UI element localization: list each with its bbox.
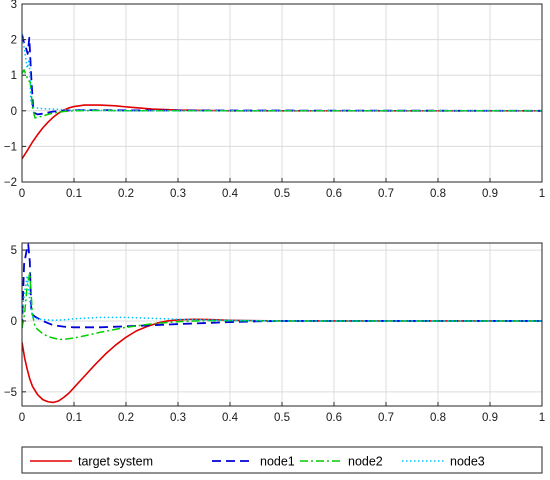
top-series-node1-line [22,34,542,116]
top-x-tick-label: 0.1 [66,188,82,200]
top-x-tick-label: 0.2 [118,188,134,200]
top-x-tick-label: 0.9 [482,188,498,200]
bottom-x-tick-label: 0.2 [118,412,134,424]
top-y-ticks: −2 −1 0 1 2 3 [4,0,26,189]
top-y-tick-label: 3 [11,0,17,11]
top-y-tick-label: −1 [4,141,17,153]
bottom-x-tick-label: 0.4 [222,412,239,424]
legend: target system node1 node2 node3 [21,446,543,474]
top-x-tick-label: 0.8 [430,188,446,200]
bottom-y-tick-label: 0 [11,316,17,328]
top-x-tick-label: 0.5 [274,188,290,200]
bottom-x-ticks: 0 0.1 0.2 0.3 0.4 0.5 0.6 0.7 0.8 0.9 1 [19,402,545,424]
top-x-tick-label: 1 [539,188,545,200]
bottom-y-tick-label: −5 [4,387,17,399]
bottom-x-tick-label: 0.8 [430,412,446,424]
bottom-series-target-system-line [22,318,542,404]
bottom-y-tick-label: 5 [11,245,17,257]
top-series-group [22,34,542,160]
top-y-tick-label: 1 [11,70,17,82]
top-y-tick-label: −2 [4,177,17,189]
legend-label-node2: node2 [348,455,383,469]
legend-box [21,446,543,474]
legend-label-node3: node3 [450,455,485,469]
top-plot-panel: 0 0.1 0.2 0.3 0.4 0.5 0.6 0.7 0.8 0.9 1 −2 −1 0 1 2 3 [4,0,545,200]
legend-label-node1: node1 [260,455,295,469]
bottom-x-tick-label: 0.3 [170,412,186,424]
top-series-node2-line [22,69,542,119]
legend-entries: target system node1 node2 node3 [30,455,485,469]
top-x-tick-label: 0.3 [170,188,186,200]
bottom-x-tick-label: 1 [539,412,545,424]
top-x-tick-label: 0.6 [326,188,342,200]
bottom-x-tick-label: 0.6 [326,412,342,424]
bottom-series-node1-line [22,243,542,329]
top-x-tick-label: 0 [19,188,25,200]
top-x-ticks: 0 0.1 0.2 0.3 0.4 0.5 0.6 0.7 0.8 0.9 1 [19,178,545,200]
bottom-x-tick-label: 0.7 [378,412,394,424]
top-y-tick-label: 0 [11,106,17,118]
bottom-series-node2-line [22,272,542,341]
bottom-x-tick-label: 0.1 [66,412,82,424]
bottom-series-group [22,243,542,404]
bottom-x-tick-label: 0.9 [482,412,498,424]
bottom-y-ticks: −5 0 5 [4,245,26,399]
top-x-tick-label: 0.4 [222,188,239,200]
bottom-series-node3-line [22,274,542,322]
legend-label-target-system: target system [78,455,153,469]
top-x-tick-label: 0.7 [378,188,394,200]
bottom-plot-panel: 0 0.1 0.2 0.3 0.4 0.5 0.6 0.7 0.8 0.9 1 −5 0 5 [4,242,545,424]
top-y-tick-label: 2 [11,35,17,47]
top-series-node3-line [22,34,542,112]
bottom-x-tick-label: 0.5 [274,412,290,424]
bottom-x-tick-label: 0 [19,412,25,424]
